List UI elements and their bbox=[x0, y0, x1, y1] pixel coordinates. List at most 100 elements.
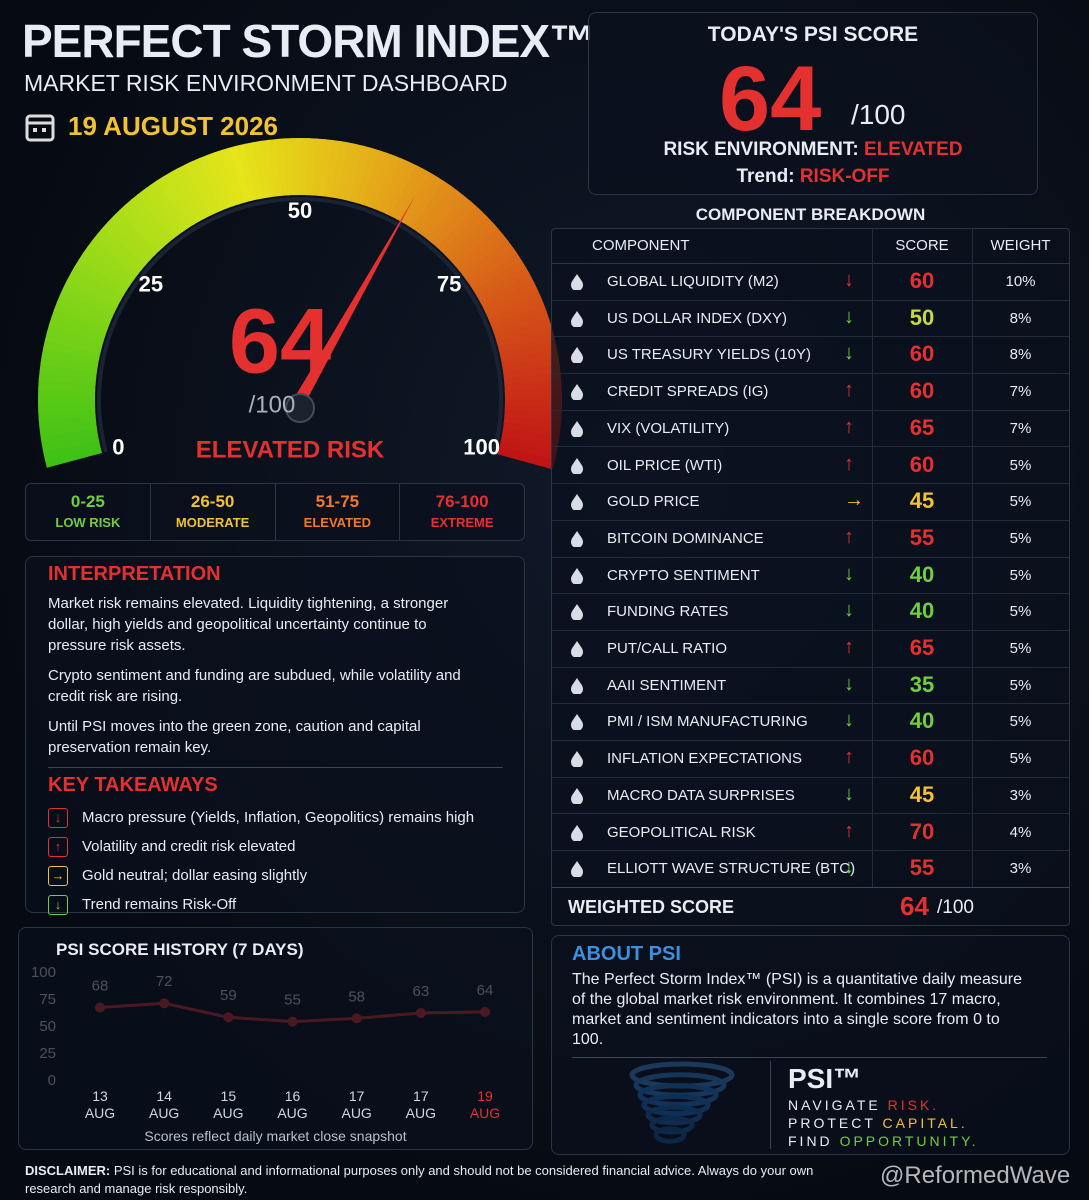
gauge-arc bbox=[373, 155, 403, 212]
gauge-arc bbox=[504, 409, 562, 423]
zone-label: ELEVATED bbox=[303, 515, 372, 530]
column-header: SCORE bbox=[895, 237, 949, 254]
row-icon bbox=[571, 567, 583, 584]
score-card-title: TODAY'S PSI SCORE bbox=[707, 23, 919, 46]
gauge-arc bbox=[390, 165, 425, 220]
score-card: TODAY'S PSI SCORE 64 /100 RISK ENVIRONME… bbox=[588, 12, 1038, 195]
zone-range: 26-50 bbox=[190, 492, 235, 511]
trend-arrow: ↓ bbox=[844, 599, 854, 622]
component-score: 40 bbox=[909, 708, 935, 734]
component-name: BITCOIN DOMINANCE bbox=[607, 529, 764, 547]
zone-label: MODERATE bbox=[175, 515, 250, 530]
gauge-arc bbox=[450, 222, 499, 267]
gauge-arc bbox=[244, 142, 264, 200]
table-row: BITCOIN DOMINANCE ↑ 55 5% bbox=[552, 520, 1069, 558]
trend-arrow: ↑ bbox=[844, 636, 854, 658]
row-icon bbox=[571, 420, 583, 437]
component-weight: 3% bbox=[1009, 860, 1032, 878]
gauge-arc bbox=[361, 150, 388, 207]
gauge-arc bbox=[407, 176, 445, 230]
gauge-arc bbox=[498, 333, 556, 356]
takeaway-text: Volatility and credit risk elevated bbox=[82, 838, 296, 855]
gauge-arc bbox=[39, 421, 97, 437]
takeaway-icon: ↓ bbox=[48, 807, 68, 828]
table-row: PUT/CALL RATIO ↑ 65 5% bbox=[552, 630, 1069, 668]
x-tick-label: 17 AUG bbox=[405, 1088, 436, 1121]
component-score: 60 bbox=[909, 451, 935, 477]
trend-arrow: ↓ bbox=[844, 562, 854, 585]
component-score: 35 bbox=[909, 671, 935, 697]
total-max: /100 bbox=[937, 896, 974, 918]
component-weight: 3% bbox=[1009, 786, 1032, 804]
takeaways-title: KEY TAKEAWAYS bbox=[48, 774, 218, 796]
about-text: The Perfect Storm Index™ (PSI) is a quan… bbox=[572, 971, 1022, 1048]
gauge-arc bbox=[46, 324, 104, 348]
takeaway-icon: ↑ bbox=[48, 836, 68, 857]
gauge-arc bbox=[191, 157, 222, 214]
gauge-arc bbox=[497, 446, 556, 470]
icon-shape bbox=[571, 457, 583, 474]
zone: 51-75 ELEVATED bbox=[274, 484, 400, 540]
component-score: 40 bbox=[909, 598, 935, 624]
icon-shape bbox=[571, 787, 583, 804]
row-icon bbox=[571, 384, 583, 401]
trend-arrow: ↑ bbox=[844, 379, 854, 402]
gauge-arc bbox=[324, 139, 342, 198]
component-weight: 5% bbox=[1009, 529, 1032, 547]
tagline-line: FIND OPPORTUNITY. bbox=[788, 1132, 979, 1150]
trend-arrow: ↓ bbox=[844, 672, 854, 695]
gauge-arc bbox=[44, 331, 103, 354]
history-panel: PSI SCORE HISTORY (7 DAYS) Scores reflec… bbox=[18, 927, 533, 1150]
table-header: COMPONENT SCORE WEIGHT bbox=[552, 229, 1069, 264]
tagline-line: PROTECT CAPITAL. bbox=[788, 1114, 979, 1132]
trend-arrow: ↑ bbox=[844, 819, 854, 842]
gauge-arc bbox=[56, 294, 113, 325]
breakdown-table: COMPONENT SCORE WEIGHT GLOBAL LIQUIDITY (M2… bbox=[551, 228, 1070, 926]
gauge-arc bbox=[124, 199, 169, 248]
trend-arrow: ↓ bbox=[844, 782, 854, 805]
gauge-arc bbox=[437, 205, 483, 253]
gauge-arc bbox=[38, 378, 96, 392]
zone-range: 0-25 bbox=[70, 492, 105, 511]
gauge-arc bbox=[42, 439, 101, 461]
trend-arrow: ↑ bbox=[844, 746, 854, 769]
component-score: 45 bbox=[909, 781, 935, 807]
gauge-arc bbox=[156, 175, 194, 229]
gauge-arc bbox=[401, 172, 439, 226]
takeaways-list: ↓ Macro pressure (Yields, Inflation, Geop… bbox=[48, 803, 502, 919]
breakdown-title: COMPONENT BREAKDOWN bbox=[695, 205, 926, 224]
trend-arrow: ↓ bbox=[844, 269, 854, 291]
component-weight: 5% bbox=[1009, 676, 1032, 694]
disclaimer: DISCLAIMER: PSI is for educational and i… bbox=[25, 1162, 815, 1198]
total-score: 64 bbox=[900, 890, 929, 921]
trend-value: RISK-OFF bbox=[799, 166, 890, 187]
gauge-arc bbox=[494, 317, 552, 343]
gauge-arc bbox=[149, 180, 189, 233]
table-row: CREDIT SPREADS (IG) ↑ 60 7% bbox=[552, 373, 1069, 411]
row-icon bbox=[571, 641, 583, 657]
gauge-arc bbox=[78, 252, 131, 291]
gauge-arc bbox=[502, 422, 561, 439]
component-name: GOLD PRICE bbox=[607, 493, 700, 511]
gauge-arc bbox=[74, 258, 128, 296]
table-row: PMI / ISM MANUFACTURING ↓ 40 5% bbox=[552, 703, 1069, 742]
gauge-arc bbox=[59, 286, 116, 319]
component-name: MACRO DATA SURPRISES bbox=[607, 786, 795, 804]
component-score: 40 bbox=[909, 561, 935, 587]
watermark: @ReformedWave bbox=[880, 1162, 1071, 1189]
component-name: ELLIOTT WAVE STRUCTURE (BTC) bbox=[607, 860, 856, 878]
component-weight: 5% bbox=[1009, 493, 1032, 511]
subtitle: MARKET RISK ENVIRONMENT DASHBOARD bbox=[24, 70, 508, 96]
table-row: CRYPTO SENTIMENT ↓ 40 5% bbox=[552, 557, 1069, 595]
takeaway: ↓ Macro pressure (Yields, Inflation, Geop… bbox=[48, 803, 502, 832]
icon-shape bbox=[571, 420, 583, 437]
gauge-arc bbox=[492, 310, 550, 337]
gauge-arc bbox=[51, 308, 108, 336]
gauge-arc bbox=[454, 228, 504, 272]
gauge-arc bbox=[312, 138, 326, 196]
interpretation-panel: INTERPRETATION Market risk remains eleva… bbox=[25, 556, 525, 915]
gauge-arc bbox=[458, 234, 509, 277]
component-name: FUNDING RATES bbox=[607, 603, 729, 621]
gauge-arc bbox=[343, 143, 365, 202]
gauge-arc bbox=[485, 288, 541, 320]
